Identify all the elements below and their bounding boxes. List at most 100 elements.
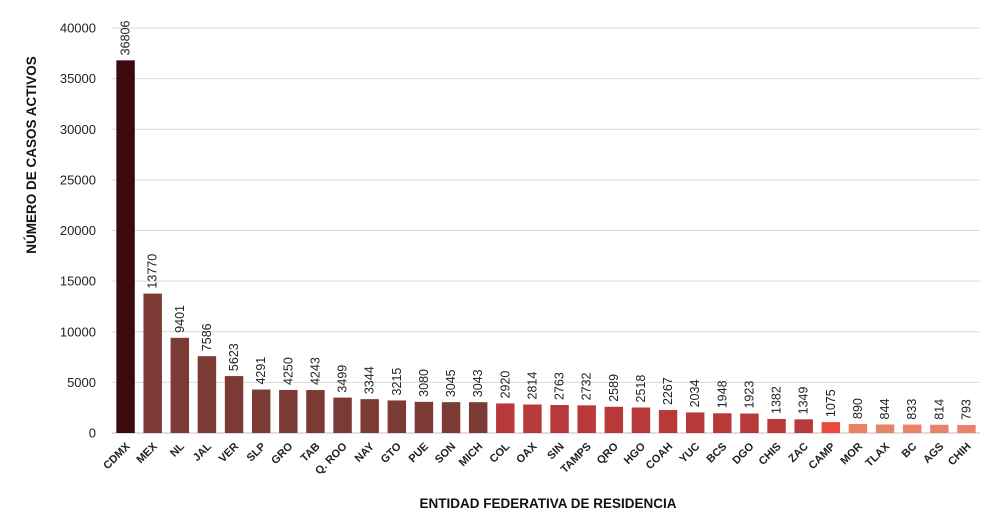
x-category-label: COAH [644, 441, 675, 472]
bar-coah [658, 410, 678, 433]
bar-bcs [713, 413, 732, 433]
data-label: 1382 [770, 386, 784, 414]
data-label: 1075 [824, 389, 838, 417]
y-tick-label: 5000 [67, 375, 96, 390]
bar-chis [767, 419, 786, 433]
x-category-label: SIN [545, 441, 566, 462]
data-label: 2267 [661, 377, 675, 405]
x-category-label: BCS [705, 441, 730, 466]
x-category-label: GRO [269, 440, 296, 467]
x-category-label: SLP [245, 441, 269, 465]
bar-bc [902, 424, 922, 433]
x-category-label: CAMP [807, 441, 838, 472]
data-label: 4291 [254, 357, 268, 385]
x-category-label: COL [488, 440, 513, 465]
data-label: 2814 [525, 372, 539, 400]
data-label: 844 [878, 399, 892, 420]
data-label: 2920 [498, 371, 512, 399]
x-category-label: MEX [134, 440, 160, 466]
y-tick-label: 25000 [60, 172, 96, 187]
bar-qro [604, 406, 624, 433]
x-category-label: NL [168, 440, 187, 459]
data-label: 13770 [146, 254, 160, 289]
bar-chih [957, 424, 976, 433]
x-category-label: QRO [595, 440, 622, 467]
bar-son [441, 402, 461, 433]
data-label: 2518 [634, 375, 648, 403]
bar-slp [251, 389, 271, 433]
y-tick-label: 10000 [60, 324, 96, 339]
y-tick-label: 15000 [60, 274, 96, 289]
data-label: 1948 [715, 380, 729, 408]
x-category-label: PUE [407, 441, 431, 465]
data-label: 890 [851, 398, 865, 419]
bar-yuc [685, 412, 705, 433]
bar-mich [468, 402, 488, 433]
x-category-label: NAY [353, 440, 378, 465]
data-label: 5623 [227, 343, 241, 371]
x-category-label: CHIS [757, 441, 784, 468]
bar-dgo [740, 413, 759, 433]
data-label: 2732 [580, 372, 594, 400]
data-label: 2589 [607, 374, 621, 402]
data-label: 814 [932, 399, 946, 420]
x-category-label: SON [433, 441, 458, 466]
bar-jal [197, 356, 217, 433]
y-tick-label: 20000 [60, 223, 96, 238]
bar-ver [224, 376, 244, 433]
data-label: 36806 [119, 21, 133, 56]
bar-cdmx [116, 60, 135, 434]
bar-ags [930, 424, 949, 433]
bar-mor [848, 423, 868, 433]
bar-mex [143, 293, 162, 433]
data-label: 4250 [281, 357, 295, 385]
x-category-label: GTO [379, 440, 405, 466]
data-label: 7586 [200, 323, 214, 351]
data-label: 2034 [688, 380, 702, 408]
y-tick-label: 35000 [60, 71, 96, 86]
data-label: 9401 [173, 305, 187, 333]
bar-nay [360, 399, 379, 433]
x-category-label: AGS [921, 441, 946, 466]
x-category-label: DGO [730, 440, 757, 467]
x-category-label: ZAC [786, 441, 811, 466]
bar-tamps [577, 405, 596, 433]
bar-tlax [875, 424, 895, 433]
x-category-label: OAX [514, 440, 540, 466]
x-category-label: TLAX [863, 440, 892, 469]
bar-zac [794, 419, 813, 433]
data-label: 4243 [308, 357, 322, 385]
y-tick-label: 0 [89, 426, 96, 441]
y-axis-ticks: 0 5000 10000 15000 20000 25000 30000 35000 40000 [60, 21, 96, 441]
data-label: 3045 [444, 369, 458, 397]
x-category-label: YUC [677, 441, 702, 466]
x-category-label: TAMPS [559, 441, 594, 476]
bars [116, 60, 976, 434]
bar-camp [821, 422, 841, 433]
x-category-label: MICH [457, 441, 485, 469]
y-axis-title: NÚMERO DE CASOS ACTIVOS [24, 56, 39, 254]
bar-sin [550, 405, 569, 433]
x-axis-title: ENTIDAD FEDERATIVA DE RESIDENCIA [419, 496, 676, 511]
bar-tab [306, 390, 325, 433]
data-label: 833 [905, 399, 919, 420]
data-label: 3043 [471, 369, 485, 397]
data-label: 2763 [553, 372, 567, 400]
bar-col [496, 403, 515, 433]
data-label: 3499 [336, 365, 350, 393]
x-category-label: JAL [191, 440, 214, 463]
x-category-label: BC [900, 441, 920, 461]
bar-gro [279, 389, 298, 433]
gridlines [112, 27, 980, 434]
data-label: 1349 [797, 386, 811, 414]
x-category-label: MOR [838, 441, 865, 468]
data-label: 3080 [417, 369, 431, 397]
data-label: 3344 [363, 366, 377, 394]
data-label: 3215 [390, 368, 404, 396]
x-category-label: TAB [299, 441, 323, 465]
bar-hgo [631, 407, 651, 433]
data-labels: 36806 13770 9401 7586 5623 4291 4250 4243 3499 33… [119, 21, 974, 420]
